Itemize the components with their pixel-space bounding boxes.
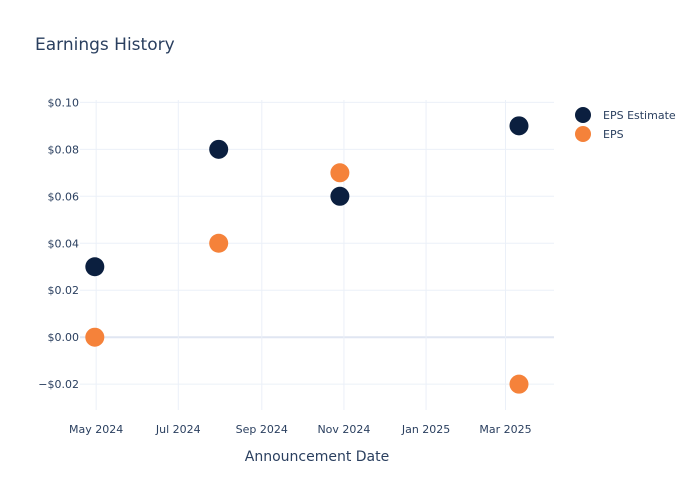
data-point-eps-estimate[interactable] bbox=[85, 257, 105, 277]
legend[interactable]: EPS Estimate EPS bbox=[575, 107, 676, 142]
legend-label: EPS Estimate bbox=[603, 109, 676, 122]
x-tick-label: Nov 2024 bbox=[317, 423, 370, 436]
y-tick-label: $0.08 bbox=[48, 143, 80, 156]
x-tick-label: Mar 2025 bbox=[479, 423, 531, 436]
x-tick-label: Sep 2024 bbox=[236, 423, 288, 436]
y-tick-label: $0.10 bbox=[48, 96, 80, 109]
y-tick-label: −$0.02 bbox=[38, 378, 79, 391]
data-point-eps-estimate[interactable] bbox=[509, 116, 529, 136]
data-point-eps[interactable] bbox=[209, 233, 229, 253]
legend-marker bbox=[575, 107, 591, 123]
y-tick-label: $0.06 bbox=[48, 190, 80, 203]
y-axis-ticks: −$0.02 $0.00 $0.02 $0.04 $0.06 $0.08 $0.10 bbox=[38, 96, 79, 391]
x-axis-ticks: May 2024 Jul 2024 Sep 2024 Nov 2024 Jan 2025… bbox=[69, 423, 532, 436]
x-tick-label: Jul 2024 bbox=[155, 423, 201, 436]
legend-marker bbox=[575, 126, 591, 142]
y-tick-label: $0.00 bbox=[48, 331, 80, 344]
data-point-eps[interactable] bbox=[330, 163, 350, 183]
x-tick-label: May 2024 bbox=[69, 423, 123, 436]
x-tick-label: Jan 2025 bbox=[401, 423, 450, 436]
x-axis-title: Announcement Date bbox=[245, 449, 389, 465]
y-tick-label: $0.04 bbox=[48, 237, 80, 250]
grid-layer bbox=[80, 100, 554, 410]
data-points bbox=[85, 116, 529, 394]
legend-label: EPS bbox=[603, 128, 624, 141]
chart-title: Earnings History bbox=[35, 35, 175, 55]
data-point-eps[interactable] bbox=[85, 327, 105, 347]
y-tick-label: $0.02 bbox=[48, 284, 80, 297]
legend-item-eps[interactable]: EPS bbox=[575, 126, 624, 142]
legend-item-eps-estimate[interactable]: EPS Estimate bbox=[575, 107, 676, 123]
data-point-eps-estimate[interactable] bbox=[330, 186, 350, 206]
data-point-eps[interactable] bbox=[509, 374, 529, 394]
data-point-eps-estimate[interactable] bbox=[209, 139, 229, 159]
